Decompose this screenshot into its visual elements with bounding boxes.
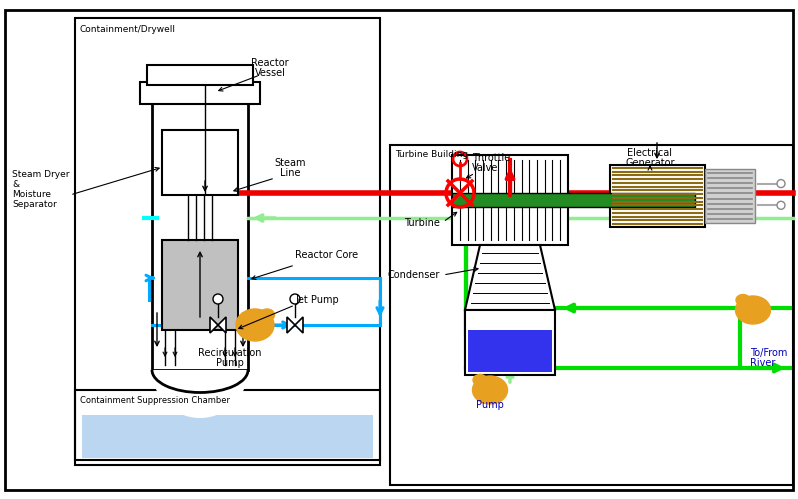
Text: Electrical: Electrical bbox=[627, 148, 673, 158]
Text: Throttle: Throttle bbox=[472, 153, 510, 163]
Text: Steam Dryer: Steam Dryer bbox=[12, 170, 69, 179]
Bar bbox=[152, 100, 248, 370]
Text: Condenser: Condenser bbox=[388, 270, 440, 280]
Bar bbox=[75, 390, 380, 465]
Bar bbox=[390, 145, 793, 485]
Text: Steam: Steam bbox=[275, 158, 306, 168]
Ellipse shape bbox=[236, 309, 274, 341]
Polygon shape bbox=[210, 317, 218, 333]
Text: Separator: Separator bbox=[12, 200, 57, 209]
Circle shape bbox=[777, 180, 785, 188]
Text: Line: Line bbox=[280, 168, 300, 178]
Polygon shape bbox=[295, 317, 303, 333]
Ellipse shape bbox=[736, 296, 771, 324]
Polygon shape bbox=[218, 317, 226, 333]
Text: Containment Suppression Chamber: Containment Suppression Chamber bbox=[80, 396, 230, 405]
Text: Moisture: Moisture bbox=[12, 190, 51, 199]
Bar bbox=[452, 193, 695, 207]
Polygon shape bbox=[465, 245, 555, 310]
Wedge shape bbox=[152, 370, 248, 418]
Text: River: River bbox=[750, 358, 776, 368]
Circle shape bbox=[213, 294, 223, 304]
Text: Reactor: Reactor bbox=[251, 58, 289, 68]
Text: To/From: To/From bbox=[750, 348, 788, 358]
Bar bbox=[452, 155, 568, 245]
Bar bbox=[75, 18, 380, 460]
Bar bbox=[162, 240, 238, 330]
Bar bbox=[468, 330, 552, 372]
Bar bbox=[610, 165, 705, 227]
Polygon shape bbox=[287, 317, 295, 333]
Text: Reactor Core: Reactor Core bbox=[295, 250, 358, 260]
Text: Recirculation: Recirculation bbox=[198, 348, 262, 358]
Circle shape bbox=[290, 294, 300, 304]
Ellipse shape bbox=[473, 375, 487, 386]
Text: Containment/Drywell: Containment/Drywell bbox=[80, 25, 176, 34]
Text: Vessel: Vessel bbox=[255, 68, 286, 78]
Bar bbox=[82, 415, 373, 458]
Bar bbox=[162, 130, 238, 195]
Text: Generator: Generator bbox=[626, 158, 675, 168]
Bar bbox=[465, 310, 555, 375]
Wedge shape bbox=[152, 52, 248, 100]
Ellipse shape bbox=[259, 309, 275, 321]
Bar bbox=[140, 82, 260, 104]
Bar bbox=[705, 169, 755, 223]
Text: Valve: Valve bbox=[472, 163, 499, 173]
Circle shape bbox=[777, 201, 785, 209]
Text: &: & bbox=[12, 180, 19, 189]
Ellipse shape bbox=[472, 376, 508, 404]
Text: Pump: Pump bbox=[216, 358, 244, 368]
Bar bbox=[147, 65, 253, 85]
Text: Jet Pump: Jet Pump bbox=[295, 295, 338, 305]
Ellipse shape bbox=[736, 294, 750, 305]
Text: Turbine Building: Turbine Building bbox=[395, 150, 468, 159]
Text: Pump: Pump bbox=[476, 400, 504, 410]
Text: Turbine: Turbine bbox=[404, 218, 440, 228]
